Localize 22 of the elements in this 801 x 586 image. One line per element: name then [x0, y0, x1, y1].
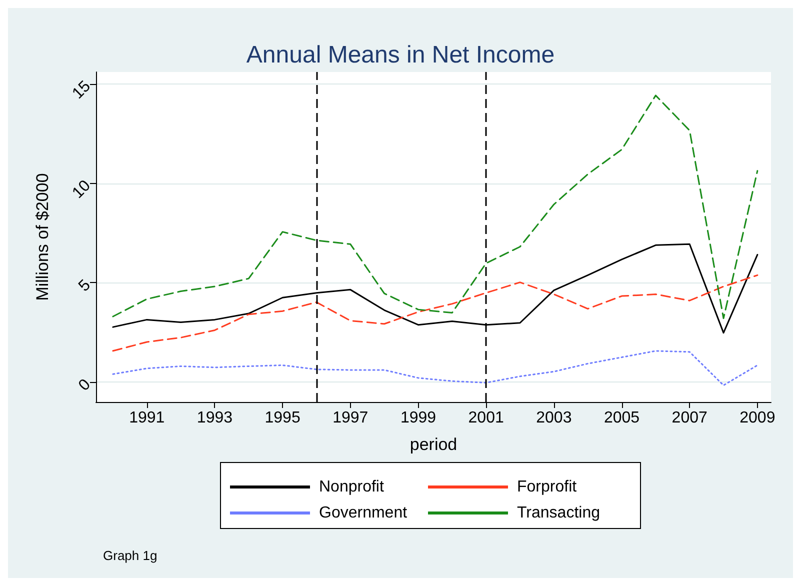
x-tick-label: 1997: [332, 410, 368, 426]
x-tick-label: 1999: [400, 410, 436, 426]
x-tick-label: 1995: [264, 410, 300, 426]
x-tick-label: 2001: [468, 410, 504, 426]
y-tick-label: 0: [76, 376, 94, 394]
x-tick-label: 2007: [672, 410, 708, 426]
y-tick-label: 15: [69, 78, 94, 103]
chart-title: Annual Means in Net Income: [246, 42, 555, 68]
y-tick-label: 10: [69, 177, 94, 202]
x-tick-label: 1993: [196, 410, 233, 426]
x-tick-label: 2003: [536, 410, 572, 426]
x-axis-title: period: [410, 435, 458, 454]
caption: Graph 1g: [103, 548, 158, 563]
y-axis-title: Millions of $2000: [33, 173, 52, 301]
x-tick-label: 2009: [740, 410, 776, 426]
legend-label: Government: [319, 504, 408, 522]
x-tick-label: 2005: [604, 410, 640, 426]
y-tick-label: 5: [76, 276, 94, 296]
legend-label: Transacting: [517, 504, 600, 522]
x-tick-label: 1991: [129, 410, 165, 426]
legend-label: Nonprofit: [319, 478, 384, 496]
legend-label: Forprofit: [517, 478, 578, 496]
